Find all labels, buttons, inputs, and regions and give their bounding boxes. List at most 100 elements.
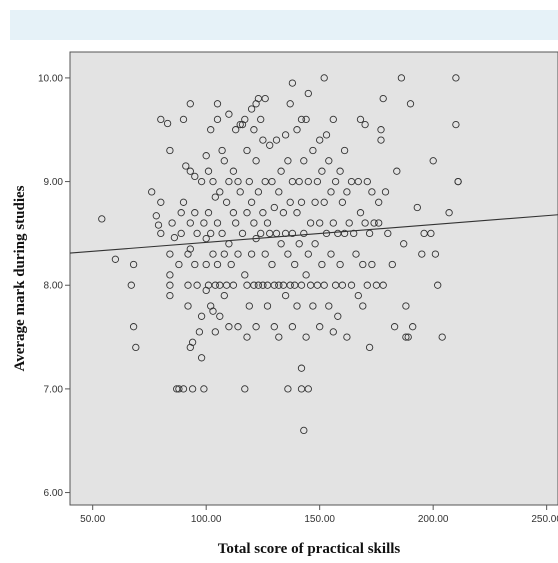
- data-point: [284, 250, 292, 258]
- data-point: [300, 157, 308, 165]
- data-point: [286, 100, 294, 108]
- data-point: [170, 233, 179, 242]
- data-point: [259, 209, 267, 217]
- data-point: [209, 250, 217, 258]
- data-point: [250, 281, 258, 289]
- data-point: [218, 229, 226, 238]
- data-point: [220, 157, 228, 165]
- data-point: [365, 343, 374, 352]
- data-point: [427, 229, 435, 238]
- data-point: [295, 177, 303, 186]
- data-point: [204, 167, 213, 175]
- data-point: [361, 219, 369, 227]
- data-point: [304, 177, 312, 186]
- data-point: [204, 209, 213, 217]
- data-point: [234, 177, 242, 186]
- data-point: [232, 126, 240, 134]
- data-point: [309, 302, 317, 310]
- data-point: [350, 229, 358, 238]
- data-point: [300, 426, 308, 435]
- data-point: [277, 240, 285, 248]
- x-tick-label: 100.00: [191, 514, 222, 525]
- data-point: [216, 312, 224, 320]
- data-point: [318, 260, 326, 269]
- data-point: [320, 74, 328, 82]
- data-point: [191, 260, 199, 269]
- data-point: [257, 115, 265, 124]
- data-point: [186, 219, 194, 227]
- x-tick-label: 250.00: [531, 514, 558, 525]
- data-point: [166, 250, 174, 258]
- x-tick-label: 50.00: [80, 514, 105, 525]
- data-point: [297, 198, 306, 206]
- y-tick-label: 6.00: [44, 488, 64, 499]
- data-point: [322, 229, 331, 238]
- data-point: [359, 260, 367, 269]
- data-point: [252, 157, 260, 165]
- data-point: [220, 291, 228, 300]
- y-tick-label: 9.00: [44, 177, 64, 188]
- data-point: [193, 281, 201, 289]
- data-point: [177, 209, 185, 217]
- data-point: [352, 250, 360, 258]
- data-point: [179, 115, 188, 124]
- data-point: [252, 323, 260, 331]
- data-point: [409, 323, 417, 331]
- data-point: [188, 385, 197, 393]
- data-point: [200, 219, 208, 227]
- data-point: [247, 105, 256, 113]
- data-point: [197, 312, 206, 320]
- x-axis-title: Total score of practical skills: [218, 541, 401, 557]
- fit-line: [69, 214, 558, 254]
- data-point: [445, 209, 453, 217]
- data-point: [209, 307, 217, 315]
- data-point: [313, 177, 322, 186]
- data-point: [297, 281, 306, 289]
- data-point: [343, 188, 351, 196]
- data-point: [318, 167, 326, 175]
- data-point: [390, 323, 399, 331]
- data-point: [202, 152, 210, 160]
- data-point: [225, 110, 233, 118]
- fit-line-layer: [69, 214, 558, 254]
- data-point: [191, 172, 199, 181]
- data-point: [163, 119, 172, 128]
- data-point: [340, 146, 349, 155]
- data-point: [179, 198, 188, 206]
- y-axis-title: Average mark during studies: [12, 185, 28, 371]
- data-point: [327, 250, 335, 258]
- data-point: [197, 177, 206, 186]
- data-point: [213, 219, 222, 227]
- data-point: [277, 167, 285, 175]
- data-point: [304, 250, 312, 258]
- data-point: [166, 271, 174, 279]
- data-point: [129, 260, 138, 269]
- data-point: [98, 215, 106, 223]
- data-point: [316, 323, 324, 331]
- data-point: [375, 219, 383, 227]
- y-tick-label: 10.00: [38, 73, 63, 84]
- data-point: [270, 323, 278, 331]
- data-point: [166, 291, 174, 300]
- data-point: [234, 323, 242, 331]
- data-point: [222, 198, 231, 206]
- data-point: [354, 291, 362, 300]
- data-point: [279, 209, 288, 217]
- data-point: [406, 100, 415, 108]
- data-point: [356, 115, 365, 124]
- data-point: [213, 100, 222, 108]
- data-point: [227, 260, 235, 269]
- data-point: [329, 219, 337, 227]
- data-point: [243, 281, 251, 289]
- data-point: [250, 219, 258, 227]
- data-point: [368, 260, 376, 269]
- data-point: [329, 115, 337, 124]
- data-point: [338, 281, 347, 289]
- data-point: [402, 333, 410, 341]
- data-point: [304, 385, 312, 393]
- data-point: [177, 229, 185, 238]
- data-point: [243, 146, 251, 155]
- data-point: [186, 100, 194, 108]
- data-point: [345, 219, 353, 227]
